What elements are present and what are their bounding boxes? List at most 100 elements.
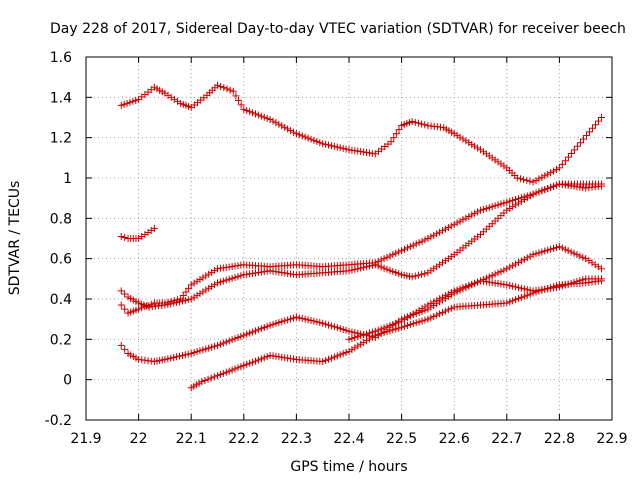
data-point <box>333 143 341 151</box>
data-point <box>198 378 206 386</box>
data-point <box>243 107 251 115</box>
data-point <box>468 211 476 219</box>
data-point <box>488 203 496 211</box>
data-point <box>237 332 245 340</box>
data-point <box>550 182 558 190</box>
data-point <box>336 325 344 333</box>
data-point <box>351 265 359 273</box>
data-point <box>588 124 596 132</box>
data-point <box>424 301 432 309</box>
data-point <box>389 251 397 259</box>
data-point <box>289 128 297 136</box>
data-point <box>161 356 169 363</box>
data-point <box>181 351 189 359</box>
data-point <box>167 300 175 308</box>
data-point <box>450 287 458 295</box>
data-point <box>263 322 271 330</box>
data-point <box>121 345 129 353</box>
data-point <box>216 371 224 379</box>
data-point <box>207 374 215 382</box>
data-point <box>421 121 429 129</box>
data-point <box>316 139 324 147</box>
data-point <box>380 324 388 332</box>
data-point <box>412 308 420 316</box>
data-point <box>430 298 438 306</box>
data-point <box>532 250 540 258</box>
data-point <box>325 321 333 329</box>
data-point <box>503 265 511 273</box>
chart-title: Day 228 of 2017, Sidereal Day-to-day VTE… <box>50 21 626 37</box>
data-point <box>555 243 563 251</box>
data-point <box>187 281 195 289</box>
data-point <box>462 214 470 222</box>
data-point <box>591 121 599 129</box>
data-point <box>395 126 403 134</box>
y-tick-label: 0 <box>63 373 72 389</box>
y-tick-label: 0.4 <box>50 292 72 308</box>
data-point <box>403 314 411 322</box>
data-point <box>193 277 201 285</box>
data-point <box>453 131 461 139</box>
data-point <box>216 278 224 286</box>
data-point <box>187 295 195 303</box>
data-point <box>517 293 525 301</box>
data-point <box>205 344 213 352</box>
data-point <box>348 266 356 274</box>
data-point <box>380 264 388 272</box>
data-point <box>597 265 605 273</box>
data-point <box>246 108 254 116</box>
data-point <box>254 326 262 334</box>
data-point <box>310 136 318 144</box>
data-point <box>234 273 242 281</box>
data-point <box>441 292 449 300</box>
data-point <box>541 172 549 180</box>
data-point <box>547 245 555 253</box>
data-point <box>579 253 587 261</box>
data-point <box>535 188 543 196</box>
data-point <box>322 356 330 364</box>
data-point <box>216 340 224 348</box>
data-point <box>453 219 461 227</box>
data-point <box>363 337 371 345</box>
data-point <box>281 317 289 325</box>
data-point <box>444 224 452 232</box>
data-point <box>561 245 569 253</box>
data-point <box>284 316 292 324</box>
data-point <box>462 282 470 290</box>
data-point <box>447 289 455 297</box>
data-point <box>406 243 414 251</box>
data-point <box>570 249 578 257</box>
data-point <box>573 278 581 286</box>
data-point <box>365 329 373 337</box>
data-point <box>287 315 295 323</box>
data-point <box>436 310 444 318</box>
data-point <box>348 346 356 354</box>
data-point <box>544 185 552 193</box>
data-point <box>202 286 210 294</box>
data-point <box>441 225 449 233</box>
series-track-1 <box>117 81 605 186</box>
data-point <box>301 133 309 141</box>
data-point <box>392 249 400 257</box>
data-point <box>205 284 213 292</box>
data-point <box>479 205 487 213</box>
data-point <box>208 343 216 351</box>
data-point <box>570 278 578 286</box>
data-point <box>547 169 555 177</box>
data-point <box>517 284 525 292</box>
data-point <box>360 263 368 271</box>
data-point <box>228 366 236 374</box>
data-point <box>567 248 575 256</box>
data-point <box>427 233 435 241</box>
y-tick-label: 0.8 <box>50 211 72 227</box>
data-point <box>307 317 315 325</box>
data-point <box>488 271 496 279</box>
data-point <box>485 204 493 212</box>
data-point <box>368 261 376 269</box>
data-point <box>573 142 581 150</box>
data-point <box>415 239 423 247</box>
data-point <box>520 176 528 184</box>
data-point <box>377 263 385 271</box>
data-point <box>550 244 558 252</box>
